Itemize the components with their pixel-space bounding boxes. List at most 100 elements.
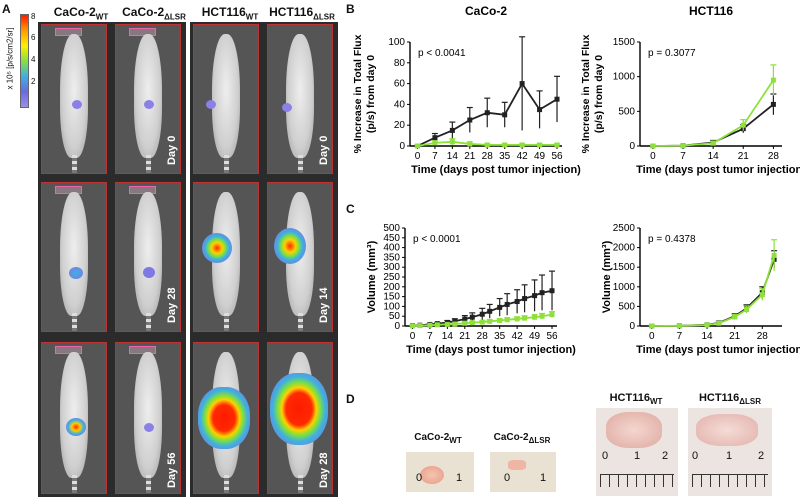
ruler-number: 1 bbox=[540, 472, 547, 484]
p-value-annotation: p < 0.0001 bbox=[413, 234, 461, 245]
mouse-image bbox=[193, 24, 259, 174]
x-tick-label: 28 bbox=[768, 151, 780, 162]
mouse-image bbox=[41, 24, 107, 174]
ruler-number: 2 bbox=[662, 450, 669, 462]
y-tick-label: 0 bbox=[629, 321, 635, 332]
x-tick-label: 14 bbox=[442, 331, 454, 342]
y-axis-label: % Increase in Total Flux bbox=[580, 34, 592, 153]
signal-blob bbox=[274, 228, 306, 264]
data-point bbox=[770, 101, 776, 107]
data-point bbox=[467, 141, 473, 147]
x-tick-label: 56 bbox=[546, 331, 558, 342]
signal-blob bbox=[270, 373, 328, 445]
data-point bbox=[484, 142, 490, 148]
colorbar-tick: 4 bbox=[31, 55, 36, 64]
series-line bbox=[651, 259, 775, 327]
tumor-photo: 0 1 bbox=[406, 452, 474, 492]
data-point bbox=[452, 318, 458, 324]
x-axis-label: Time (days post tumor injection) bbox=[406, 344, 576, 356]
group-title-hct116-wt: HCT116WT bbox=[201, 5, 259, 22]
data-point bbox=[549, 312, 555, 318]
y-tick-label: 500 bbox=[383, 223, 400, 234]
y-tick-label: 250 bbox=[383, 272, 400, 283]
tumor-photo: 0 1 2 bbox=[688, 408, 772, 496]
y-tick-label: 300 bbox=[383, 262, 400, 273]
x-axis-label: Time (days post tumor injection) bbox=[636, 344, 800, 356]
x-tick-label: 49 bbox=[534, 151, 546, 162]
y-tick-label: 0 bbox=[394, 321, 400, 332]
p-value-annotation: p = 0.3077 bbox=[648, 48, 696, 59]
y-tick-label: 80 bbox=[394, 58, 406, 69]
x-tick-label: 7 bbox=[427, 331, 433, 342]
data-point bbox=[417, 323, 423, 329]
data-point bbox=[462, 320, 468, 326]
group-title-hct116-lsr: HCT116ΔLSR bbox=[269, 5, 335, 22]
signal-blob bbox=[69, 267, 83, 279]
x-tick-label: 56 bbox=[551, 151, 563, 162]
x-tick-label: 28 bbox=[482, 151, 494, 162]
ruler-scale bbox=[600, 474, 674, 487]
y-tick-label: 50 bbox=[389, 311, 401, 322]
data-point bbox=[514, 316, 520, 322]
data-point bbox=[771, 252, 777, 258]
photo-title: HCT116ΔLSR bbox=[698, 392, 762, 407]
data-point bbox=[549, 288, 555, 294]
ruler-number: 0 bbox=[692, 450, 699, 462]
data-point bbox=[504, 317, 510, 323]
ruler-number: 1 bbox=[456, 472, 463, 484]
panel-label-a: A bbox=[2, 2, 11, 16]
data-point bbox=[452, 321, 458, 327]
y-axis-label: (p/s) from day 0 bbox=[365, 55, 377, 133]
x-tick-label: 21 bbox=[729, 331, 741, 342]
panel-label-b: B bbox=[346, 2, 355, 16]
data-point bbox=[704, 322, 710, 328]
x-tick-label: 14 bbox=[701, 331, 713, 342]
signal-blob bbox=[144, 423, 154, 432]
group-title-caco2-lsr: CaCo-2ΔLSR bbox=[122, 5, 186, 22]
y-tick-label: 350 bbox=[383, 252, 400, 263]
data-point bbox=[414, 143, 420, 149]
data-point bbox=[519, 81, 525, 87]
data-point bbox=[732, 314, 738, 320]
ruler-number: 1 bbox=[634, 450, 641, 462]
x-tick-label: 0 bbox=[649, 331, 655, 342]
tumor bbox=[420, 466, 444, 484]
colorbar-gradient bbox=[20, 14, 29, 108]
data-point bbox=[487, 308, 493, 314]
data-point bbox=[449, 139, 455, 145]
y-tick-label: 2000 bbox=[613, 243, 636, 254]
x-tick-label: 35 bbox=[494, 331, 506, 342]
data-point bbox=[409, 323, 415, 329]
mouse-image bbox=[41, 342, 107, 494]
mouse-image: Day 56 bbox=[115, 342, 181, 494]
x-tick-label: 7 bbox=[432, 151, 438, 162]
x-tick-label: 42 bbox=[517, 151, 529, 162]
data-point bbox=[649, 323, 655, 329]
ruler-number: 2 bbox=[758, 450, 765, 462]
group-title-caco2-wt: CaCo-2WT bbox=[53, 5, 109, 22]
mouse-image: Day 0 bbox=[115, 24, 181, 174]
data-point bbox=[676, 323, 682, 329]
tumor bbox=[606, 412, 662, 448]
x-axis-label: Time (days post tumor injection) bbox=[411, 164, 581, 176]
data-point bbox=[469, 314, 475, 320]
x-tick-label: 0 bbox=[415, 151, 421, 162]
data-point bbox=[432, 140, 438, 146]
data-point bbox=[532, 293, 538, 299]
series-line bbox=[652, 79, 775, 147]
mouse-image bbox=[193, 342, 259, 494]
y-tick-label: 200 bbox=[383, 282, 400, 293]
y-tick-label: 0 bbox=[629, 141, 635, 152]
data-point bbox=[514, 299, 520, 304]
photo-title: CaCo-2ΔLSR bbox=[493, 432, 551, 445]
y-axis-label: Volume (mm³) bbox=[601, 240, 613, 313]
data-point bbox=[650, 143, 656, 149]
data-point bbox=[449, 127, 455, 133]
data-point bbox=[539, 290, 545, 296]
colorbar: x 10⁵ [p/s/cm2/sr] 8 6 4 2 bbox=[4, 12, 40, 114]
y-tick-label: 2500 bbox=[613, 223, 636, 234]
x-tick-label: 7 bbox=[680, 151, 686, 162]
ruler-number: 0 bbox=[504, 472, 511, 484]
colorbar-tick: 2 bbox=[31, 77, 36, 86]
